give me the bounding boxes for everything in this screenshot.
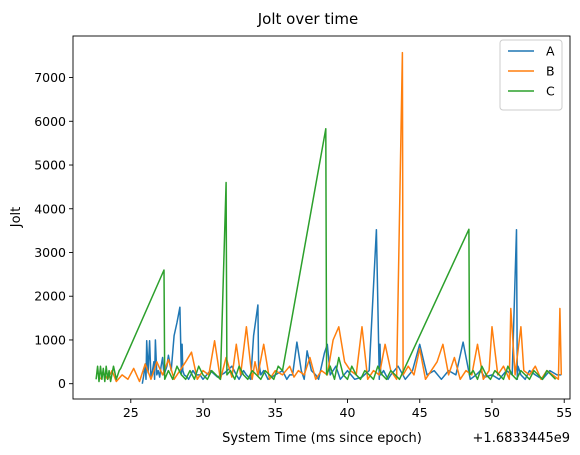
y-tick-label: 1000 bbox=[34, 332, 66, 347]
legend: ABC bbox=[500, 40, 562, 110]
y-tick-label: 5000 bbox=[34, 158, 66, 173]
x-axis-label: System Time (ms since epoch) bbox=[222, 431, 422, 446]
y-tick-label: 4000 bbox=[34, 201, 66, 216]
chart-title: Jolt over time bbox=[257, 10, 359, 28]
y-tick-label: 6000 bbox=[34, 114, 66, 129]
y-tick-label: 3000 bbox=[34, 245, 66, 260]
x-axis-offset-label: +1.6833445e9 bbox=[473, 431, 570, 446]
x-tick-label: 55 bbox=[556, 405, 572, 420]
x-tick-label: 45 bbox=[412, 405, 428, 420]
y-tick-label: 7000 bbox=[34, 70, 66, 85]
x-tick-label: 40 bbox=[340, 405, 356, 420]
legend-label-c: C bbox=[546, 84, 555, 99]
y-axis-label: Jolt bbox=[9, 207, 24, 229]
y-tick-label: 2000 bbox=[34, 289, 66, 304]
y-tick-label: 0 bbox=[58, 376, 66, 391]
x-tick-label: 25 bbox=[123, 405, 139, 420]
x-tick-label: 35 bbox=[267, 405, 283, 420]
x-tick-label: 50 bbox=[484, 405, 500, 420]
legend-label-a: A bbox=[546, 44, 555, 59]
x-tick-label: 30 bbox=[195, 405, 211, 420]
legend-label-b: B bbox=[546, 64, 555, 79]
